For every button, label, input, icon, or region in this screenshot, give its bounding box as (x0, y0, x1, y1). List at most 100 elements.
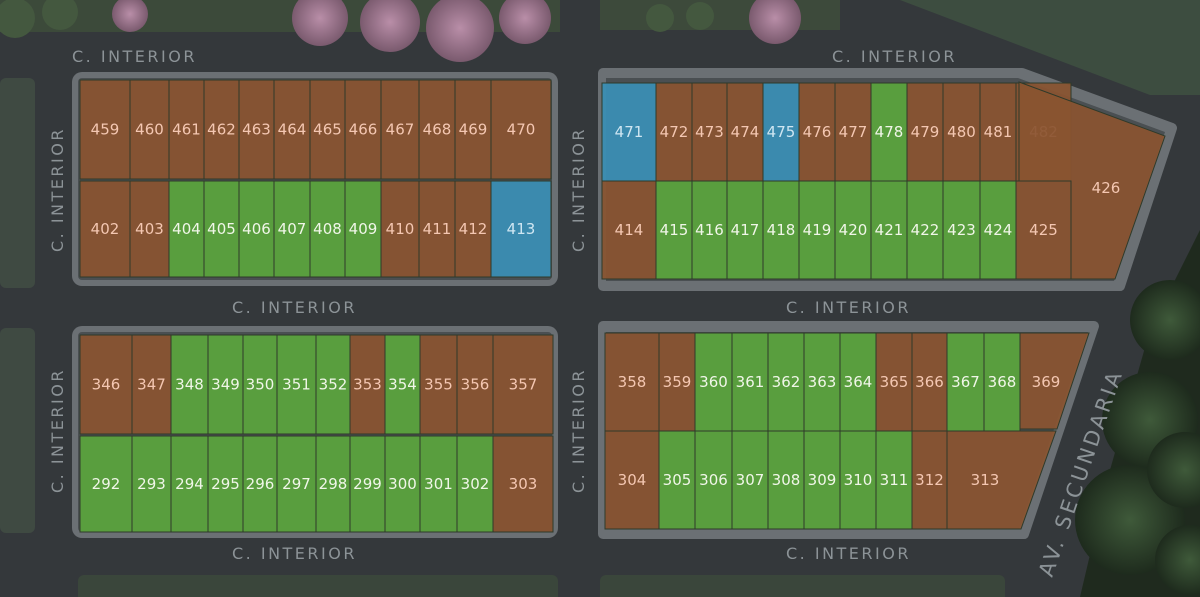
lot-407[interactable]: 407 (273, 180, 311, 278)
lot-353[interactable]: 353 (349, 334, 386, 435)
lot-414[interactable]: 414 (601, 180, 657, 280)
lot-419[interactable]: 419 (798, 180, 836, 280)
lot-464-shape (273, 79, 311, 180)
lot-305[interactable]: 305 (658, 430, 696, 530)
lot-354[interactable]: 354 (384, 334, 421, 435)
lot-405[interactable]: 405 (203, 180, 240, 278)
lot-302[interactable]: 302 (456, 435, 494, 533)
lot-298[interactable]: 298 (315, 435, 351, 533)
lot-463[interactable]: 463 (238, 79, 275, 180)
lot-number-label: 404 (172, 220, 201, 238)
lot-365[interactable]: 365 (875, 332, 913, 432)
lot-478[interactable]: 478 (870, 82, 908, 182)
lot-477[interactable]: 477 (834, 82, 872, 182)
lot-417[interactable]: 417 (726, 180, 764, 280)
lot-479[interactable]: 479 (906, 82, 944, 182)
lot-421[interactable]: 421 (870, 180, 908, 280)
lot-312[interactable]: 312 (911, 430, 948, 530)
lot-348[interactable]: 348 (170, 334, 209, 435)
lot-310[interactable]: 310 (839, 430, 877, 530)
lot-301[interactable]: 301 (419, 435, 458, 533)
lot-416[interactable]: 416 (691, 180, 728, 280)
lot-426[interactable]: 426 (1018, 81, 1166, 280)
lot-366[interactable]: 366 (911, 332, 948, 432)
lot-418[interactable]: 418 (762, 180, 800, 280)
lot-404[interactable]: 404 (168, 180, 205, 278)
lot-309[interactable]: 309 (803, 430, 841, 530)
lot-464[interactable]: 464 (273, 79, 311, 180)
lot-425[interactable]: 425 (1015, 180, 1072, 280)
lot-467[interactable]: 467 (380, 79, 420, 180)
lot-356[interactable]: 356 (456, 334, 494, 435)
lot-409[interactable]: 409 (344, 180, 382, 278)
lot-461[interactable]: 461 (168, 79, 205, 180)
lot-364[interactable]: 364 (839, 332, 877, 432)
lot-403[interactable]: 403 (129, 180, 170, 278)
lot-355[interactable]: 355 (419, 334, 458, 435)
lot-308[interactable]: 308 (767, 430, 805, 530)
lot-311[interactable]: 311 (875, 430, 913, 530)
lot-number-label: 360 (699, 373, 728, 391)
lot-296[interactable]: 296 (242, 435, 278, 533)
lot-292[interactable]: 292 (79, 435, 133, 533)
lot-304[interactable]: 304 (604, 430, 660, 530)
lot-469[interactable]: 469 (454, 79, 492, 180)
lot-360[interactable]: 360 (694, 332, 733, 432)
lot-297[interactable]: 297 (276, 435, 317, 533)
lot-465[interactable]: 465 (309, 79, 346, 180)
lot-362[interactable]: 362 (767, 332, 805, 432)
lot-347[interactable]: 347 (131, 334, 172, 435)
lot-481[interactable]: 481 (979, 82, 1017, 182)
lot-346[interactable]: 346 (79, 334, 133, 435)
lot-475[interactable]: 475 (762, 82, 800, 182)
lot-299[interactable]: 299 (349, 435, 386, 533)
lot-471[interactable]: 471 (601, 82, 657, 182)
lot-number-label: 422 (911, 221, 940, 239)
lot-369[interactable]: 369 (1019, 332, 1090, 430)
lot-459[interactable]: 459 (79, 79, 131, 180)
lot-406[interactable]: 406 (238, 180, 275, 278)
lot-462[interactable]: 462 (203, 79, 240, 180)
lot-474[interactable]: 474 (726, 82, 764, 182)
lot-422[interactable]: 422 (906, 180, 944, 280)
lot-363[interactable]: 363 (803, 332, 841, 432)
lot-402[interactable]: 402 (79, 180, 131, 278)
lot-349[interactable]: 349 (207, 334, 244, 435)
lot-295[interactable]: 295 (207, 435, 244, 533)
lot-303[interactable]: 303 (492, 435, 554, 533)
lot-472[interactable]: 472 (655, 82, 693, 182)
lot-473[interactable]: 473 (691, 82, 728, 182)
lot-352[interactable]: 352 (315, 334, 351, 435)
lot-359[interactable]: 359 (658, 332, 696, 432)
lot-300[interactable]: 300 (384, 435, 421, 533)
lot-423[interactable]: 423 (942, 180, 981, 280)
lot-367[interactable]: 367 (946, 332, 985, 432)
lot-466[interactable]: 466 (344, 79, 382, 180)
lot-470[interactable]: 470 (490, 79, 552, 180)
lot-357[interactable]: 357 (492, 334, 554, 435)
lot-424[interactable]: 424 (979, 180, 1017, 280)
lot-468[interactable]: 468 (418, 79, 456, 180)
lot-307[interactable]: 307 (731, 430, 769, 530)
lot-306[interactable]: 306 (694, 430, 733, 530)
lot-480[interactable]: 480 (942, 82, 981, 182)
lot-358[interactable]: 358 (604, 332, 660, 432)
lot-293[interactable]: 293 (131, 435, 172, 533)
lot-number-label: 313 (971, 471, 1000, 489)
lot-351[interactable]: 351 (276, 334, 317, 435)
lot-412[interactable]: 412 (454, 180, 492, 278)
lot-420[interactable]: 420 (834, 180, 872, 280)
lot-411[interactable]: 411 (418, 180, 456, 278)
lot-313[interactable]: 313 (946, 430, 1057, 530)
lot-476[interactable]: 476 (798, 82, 836, 182)
lot-410[interactable]: 410 (380, 180, 420, 278)
lot-472-shape (655, 82, 693, 182)
lot-368[interactable]: 368 (983, 332, 1021, 432)
lot-413[interactable]: 413 (490, 180, 552, 278)
lot-415[interactable]: 415 (655, 180, 693, 280)
lot-361[interactable]: 361 (731, 332, 769, 432)
lot-294[interactable]: 294 (170, 435, 209, 533)
lot-350[interactable]: 350 (242, 334, 278, 435)
lot-408[interactable]: 408 (309, 180, 346, 278)
lot-460[interactable]: 460 (129, 79, 170, 180)
